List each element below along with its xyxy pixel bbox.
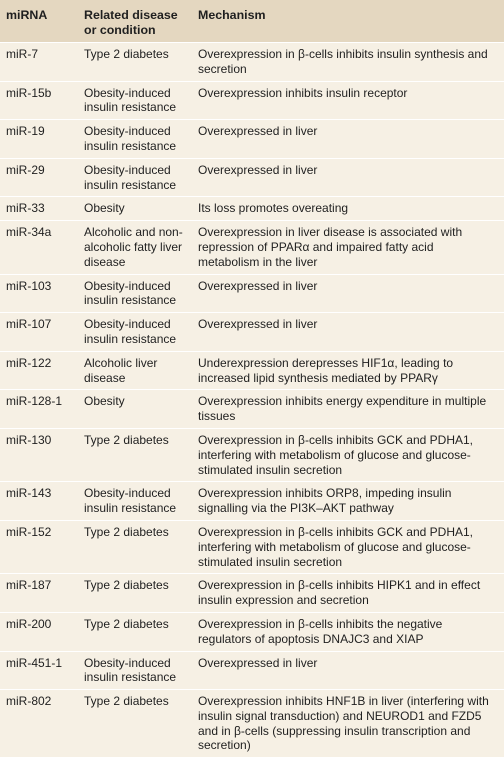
cell-mirna: miR-103 — [0, 273, 78, 313]
table-row: miR-143 Obesity-induced insulin resistanc… — [0, 481, 504, 521]
cell-disease: Obesity-induced insulin resistance — [78, 481, 192, 521]
table-row: miR-7 Type 2 diabetes Overexpression in β-… — [0, 42, 504, 82]
table-row: miR-107 Obesity-induced insulin resistanc… — [0, 312, 504, 352]
cell-disease: Obesity-induced insulin resistance — [78, 273, 192, 313]
table-row: miR-29 Obesity-induced insulin resistance… — [0, 157, 504, 197]
table-row: miR-802 Type 2 diabetes Overexpression inh… — [0, 689, 504, 757]
cell-mirna: miR-130 — [0, 427, 78, 482]
table-row: miR-451-1 Obesity-induced insulin resista… — [0, 650, 504, 690]
cell-mechanism: Overexpression inhibits ORP8, impeding i… — [192, 481, 504, 521]
table-header-row: miRNA Related disease or condition Mecha… — [0, 0, 504, 43]
cell-mechanism: Overexpression inhibits energy expenditu… — [192, 389, 504, 429]
cell-mirna: miR-152 — [0, 519, 78, 574]
header-mechanism: Mechanism — [192, 0, 504, 43]
cell-mirna: miR-802 — [0, 689, 78, 757]
cell-disease: Type 2 diabetes — [78, 689, 192, 757]
table-row: miR-122 Alcoholic liver disease Underexpre… — [0, 350, 504, 390]
cell-mirna: miR-107 — [0, 312, 78, 352]
cell-mechanism: Overexpression in β-cells inhibits HIPK1… — [192, 573, 504, 613]
cell-mechanism: Overexpression in liver disease is assoc… — [192, 220, 504, 275]
cell-disease: Obesity-induced insulin resistance — [78, 157, 192, 197]
cell-mirna: miR-451-1 — [0, 650, 78, 690]
header-disease: Related disease or condition — [78, 0, 192, 43]
cell-mirna: miR-7 — [0, 42, 78, 82]
cell-mirna: miR-33 — [0, 196, 78, 221]
cell-disease: Type 2 diabetes — [78, 42, 192, 82]
table-row: miR-130 Type 2 diabetes Overexpression in … — [0, 427, 504, 482]
table-row: miR-187 Type 2 diabetes Overexpression in … — [0, 573, 504, 613]
cell-mechanism: Overexpressed in liver — [192, 119, 504, 159]
cell-disease: Obesity — [78, 196, 192, 221]
cell-mechanism: Overexpressed in liver — [192, 650, 504, 690]
cell-mechanism: Its loss promotes overeating — [192, 196, 504, 221]
cell-disease: Obesity-induced insulin resistance — [78, 80, 192, 120]
cell-mirna: miR-15b — [0, 80, 78, 120]
cell-mirna: miR-29 — [0, 157, 78, 197]
table-row: miR-152 Type 2 diabetes Overexpression in … — [0, 519, 504, 574]
table-row: miR-19 Obesity-induced insulin resistance… — [0, 119, 504, 159]
cell-mirna: miR-200 — [0, 611, 78, 651]
cell-mechanism: Underexpression derepresses HIF1α, leadi… — [192, 350, 504, 390]
table-row: miR-103 Obesity-induced insulin resistanc… — [0, 273, 504, 313]
cell-mechanism: Overexpression inhibits HNF1B in liver (… — [192, 689, 504, 757]
cell-mechanism: Overexpression in β-cells inhibits the n… — [192, 611, 504, 651]
cell-mechanism: Overexpressed in liver — [192, 312, 504, 352]
cell-mechanism: Overexpressed in liver — [192, 273, 504, 313]
cell-disease: Obesity-induced insulin resistance — [78, 312, 192, 352]
cell-disease: Obesity-induced insulin resistance — [78, 650, 192, 690]
cell-mirna: miR-122 — [0, 350, 78, 390]
table-row: miR-200 Type 2 diabetes Overexpression in … — [0, 611, 504, 651]
cell-disease: Alcoholic and non-alcoholic fatty liver … — [78, 220, 192, 275]
cell-disease: Obesity — [78, 389, 192, 429]
table-row: miR-33 Obesity Its loss promotes overeatin… — [0, 196, 504, 221]
header-mirna: miRNA — [0, 0, 78, 43]
cell-mechanism: Overexpression in β-cells inhibits insul… — [192, 42, 504, 82]
table-row: miR-15b Obesity-induced insulin resistanc… — [0, 80, 504, 120]
cell-disease: Type 2 diabetes — [78, 519, 192, 574]
cell-mirna: miR-128-1 — [0, 389, 78, 429]
cell-mechanism: Overexpressed in liver — [192, 157, 504, 197]
cell-mechanism: Overexpression in β-cells inhibits GCK a… — [192, 427, 504, 482]
table-row: miR-34a Alcoholic and non-alcoholic fatty… — [0, 220, 504, 275]
cell-mirna: miR-143 — [0, 481, 78, 521]
table-row: miR-128-1 Obesity Overexpression inhibits … — [0, 389, 504, 429]
cell-disease: Type 2 diabetes — [78, 427, 192, 482]
cell-mirna: miR-187 — [0, 573, 78, 613]
cell-disease: Obesity-induced insulin resistance — [78, 119, 192, 159]
cell-disease: Type 2 diabetes — [78, 573, 192, 613]
cell-mechanism: Overexpression inhibits insulin receptor — [192, 80, 504, 120]
cell-disease: Alcoholic liver disease — [78, 350, 192, 390]
cell-mechanism: Overexpression in β-cells inhibits GCK a… — [192, 519, 504, 574]
cell-disease: Type 2 diabetes — [78, 611, 192, 651]
cell-mirna: miR-34a — [0, 220, 78, 275]
cell-mirna: miR-19 — [0, 119, 78, 159]
